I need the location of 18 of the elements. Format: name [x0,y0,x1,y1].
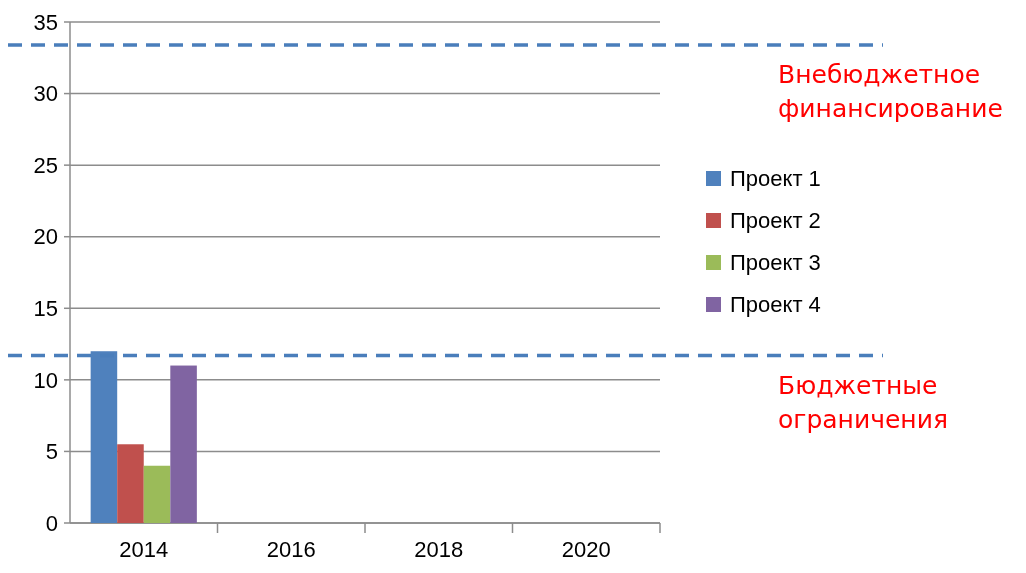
legend-label: Проект 1 [730,165,821,191]
x-tick-label: 2018 [414,537,464,562]
legend-label: Проект 2 [730,207,821,233]
y-tick-label: 10 [33,367,58,393]
y-tick-label: 20 [33,224,58,250]
y-tick-label: 5 [45,439,58,465]
y-tick-label: 25 [33,152,58,178]
ref-line-label: Бюджетные ограничения [778,370,948,434]
x-tick-label: 2020 [561,537,611,562]
x-tick-label: 2016 [266,537,316,562]
x-tick-label: 2014 [119,537,169,562]
y-tick-label: 35 [33,9,58,35]
legend-label: Проект 4 [730,291,821,317]
legend-label: Проект 3 [730,249,821,275]
ref-line-label: Внебюджетное финансирование [778,59,1003,123]
y-tick-label: 15 [33,295,58,321]
y-tick-label: 0 [45,510,58,536]
y-tick-label: 30 [33,81,58,107]
